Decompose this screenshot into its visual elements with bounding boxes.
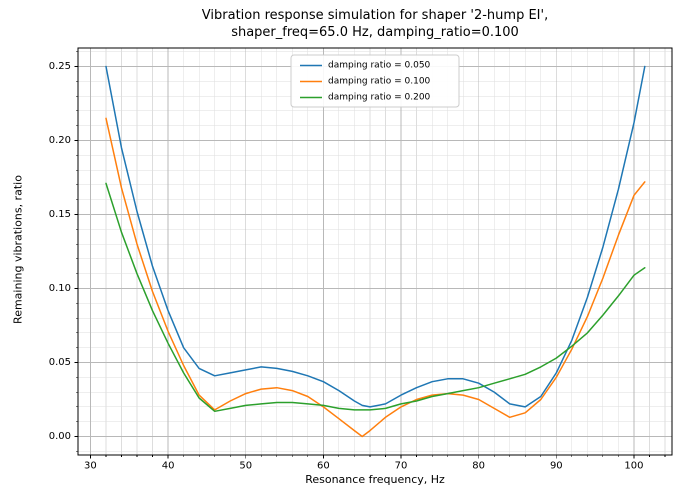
x-tick-label: 90 xyxy=(550,460,563,471)
series-line-1 xyxy=(105,117,646,438)
x-tick-label: 30 xyxy=(84,460,97,471)
legend-label-1: damping ratio = 0.100 xyxy=(328,77,431,87)
x-tick-label: 80 xyxy=(472,460,485,471)
x-tick-label: 50 xyxy=(239,460,252,471)
legend-box xyxy=(290,54,460,108)
ticks xyxy=(74,51,666,459)
series-group xyxy=(105,65,646,438)
chart-title: Vibration response simulation for shaper… xyxy=(78,8,672,42)
y-tick-label: 0.10 xyxy=(49,283,71,294)
legend-label-0: damping ratio = 0.050 xyxy=(328,61,431,71)
series-line-0 xyxy=(105,65,646,408)
legend: damping ratio = 0.050 damping ratio = 0.1… xyxy=(290,54,460,108)
y-tick-label: 0.05 xyxy=(49,357,71,368)
y-tick-label: 0.25 xyxy=(49,61,71,72)
grid-major xyxy=(78,48,672,455)
legend-label-2: damping ratio = 0.200 xyxy=(328,93,431,103)
grid-minor xyxy=(78,48,672,455)
plot-spines xyxy=(77,47,673,456)
series-line-2 xyxy=(105,182,646,413)
chart-title-line1: Vibration response simulation for shaper… xyxy=(201,8,549,23)
y-axis-label: Remaining vibrations, ratio xyxy=(11,175,25,324)
y-tick-label: 0.20 xyxy=(49,135,71,146)
x-tick-label: 100 xyxy=(624,460,643,471)
x-tick-label: 70 xyxy=(395,460,408,471)
x-axis-label: Resonance frequency, Hz xyxy=(305,473,445,486)
chart-title-line2: shaper_freq=65.0 Hz, damping_ratio=0.100 xyxy=(231,24,519,40)
x-tick-label: 60 xyxy=(317,460,330,471)
x-tick-label: 40 xyxy=(162,460,175,471)
y-tick-label: 0.15 xyxy=(49,209,71,220)
y-tick-label: 0.00 xyxy=(49,431,71,442)
